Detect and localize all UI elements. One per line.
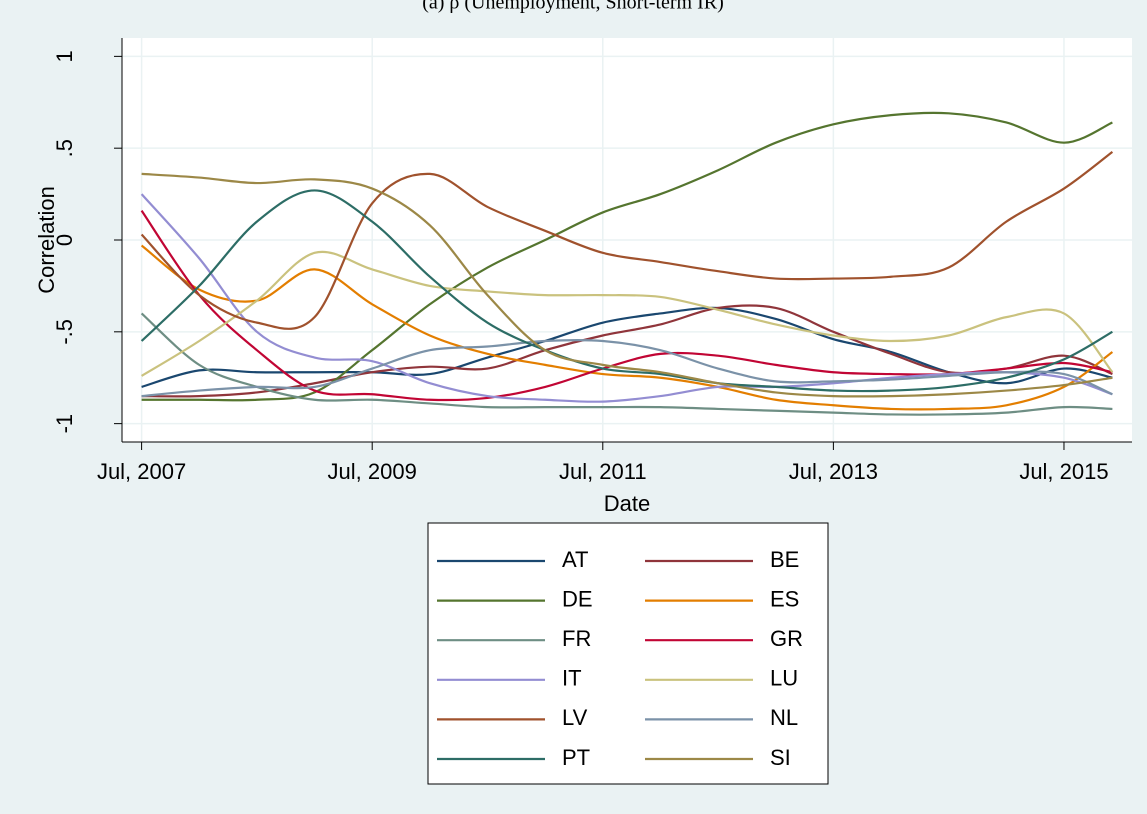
x-axis-title: Date [604,491,650,516]
x-tick-label: Jul, 2011 [559,459,647,484]
x-tick-label: Jul, 2015 [1019,459,1108,484]
legend-label: SI [770,745,791,770]
legend-label: AT [562,547,588,572]
series-line [141,338,1113,398]
series-line [140,189,1113,393]
legend-label: LV [562,705,588,730]
y-tick-label: 0 [52,234,77,246]
series-line [140,193,1113,403]
series-line [141,250,1114,377]
series-line [141,172,1113,398]
legend-label: DE [562,586,593,611]
series-line [140,244,1114,411]
x-tick-label: Jul, 2009 [328,459,417,484]
chart-title: (a) ρ (Unemployment, Short-term IR) [422,0,724,14]
legend-label: IT [562,666,582,691]
x-tick-label: Jul, 2013 [789,459,878,484]
series-line [141,111,1113,402]
series-line [140,312,1113,416]
legend-label: FR [562,626,591,651]
y-tick-label: .5 [52,139,77,157]
legend-label: BE [770,547,799,572]
series-line [140,150,1114,330]
y-tick-label: -1 [52,414,77,434]
series-line [141,304,1113,398]
x-tick-label: Jul, 2007 [97,459,186,484]
legend-label: GR [770,626,803,651]
y-tick-label: 1 [52,50,77,62]
legend-label: PT [562,745,590,770]
y-tick-label: -.5 [52,319,77,345]
legend-label: NL [770,705,798,730]
y-axis-title: Correlation [34,186,59,294]
legend-label: ES [770,586,799,611]
legend-label: LU [770,666,798,691]
legend [427,522,829,785]
